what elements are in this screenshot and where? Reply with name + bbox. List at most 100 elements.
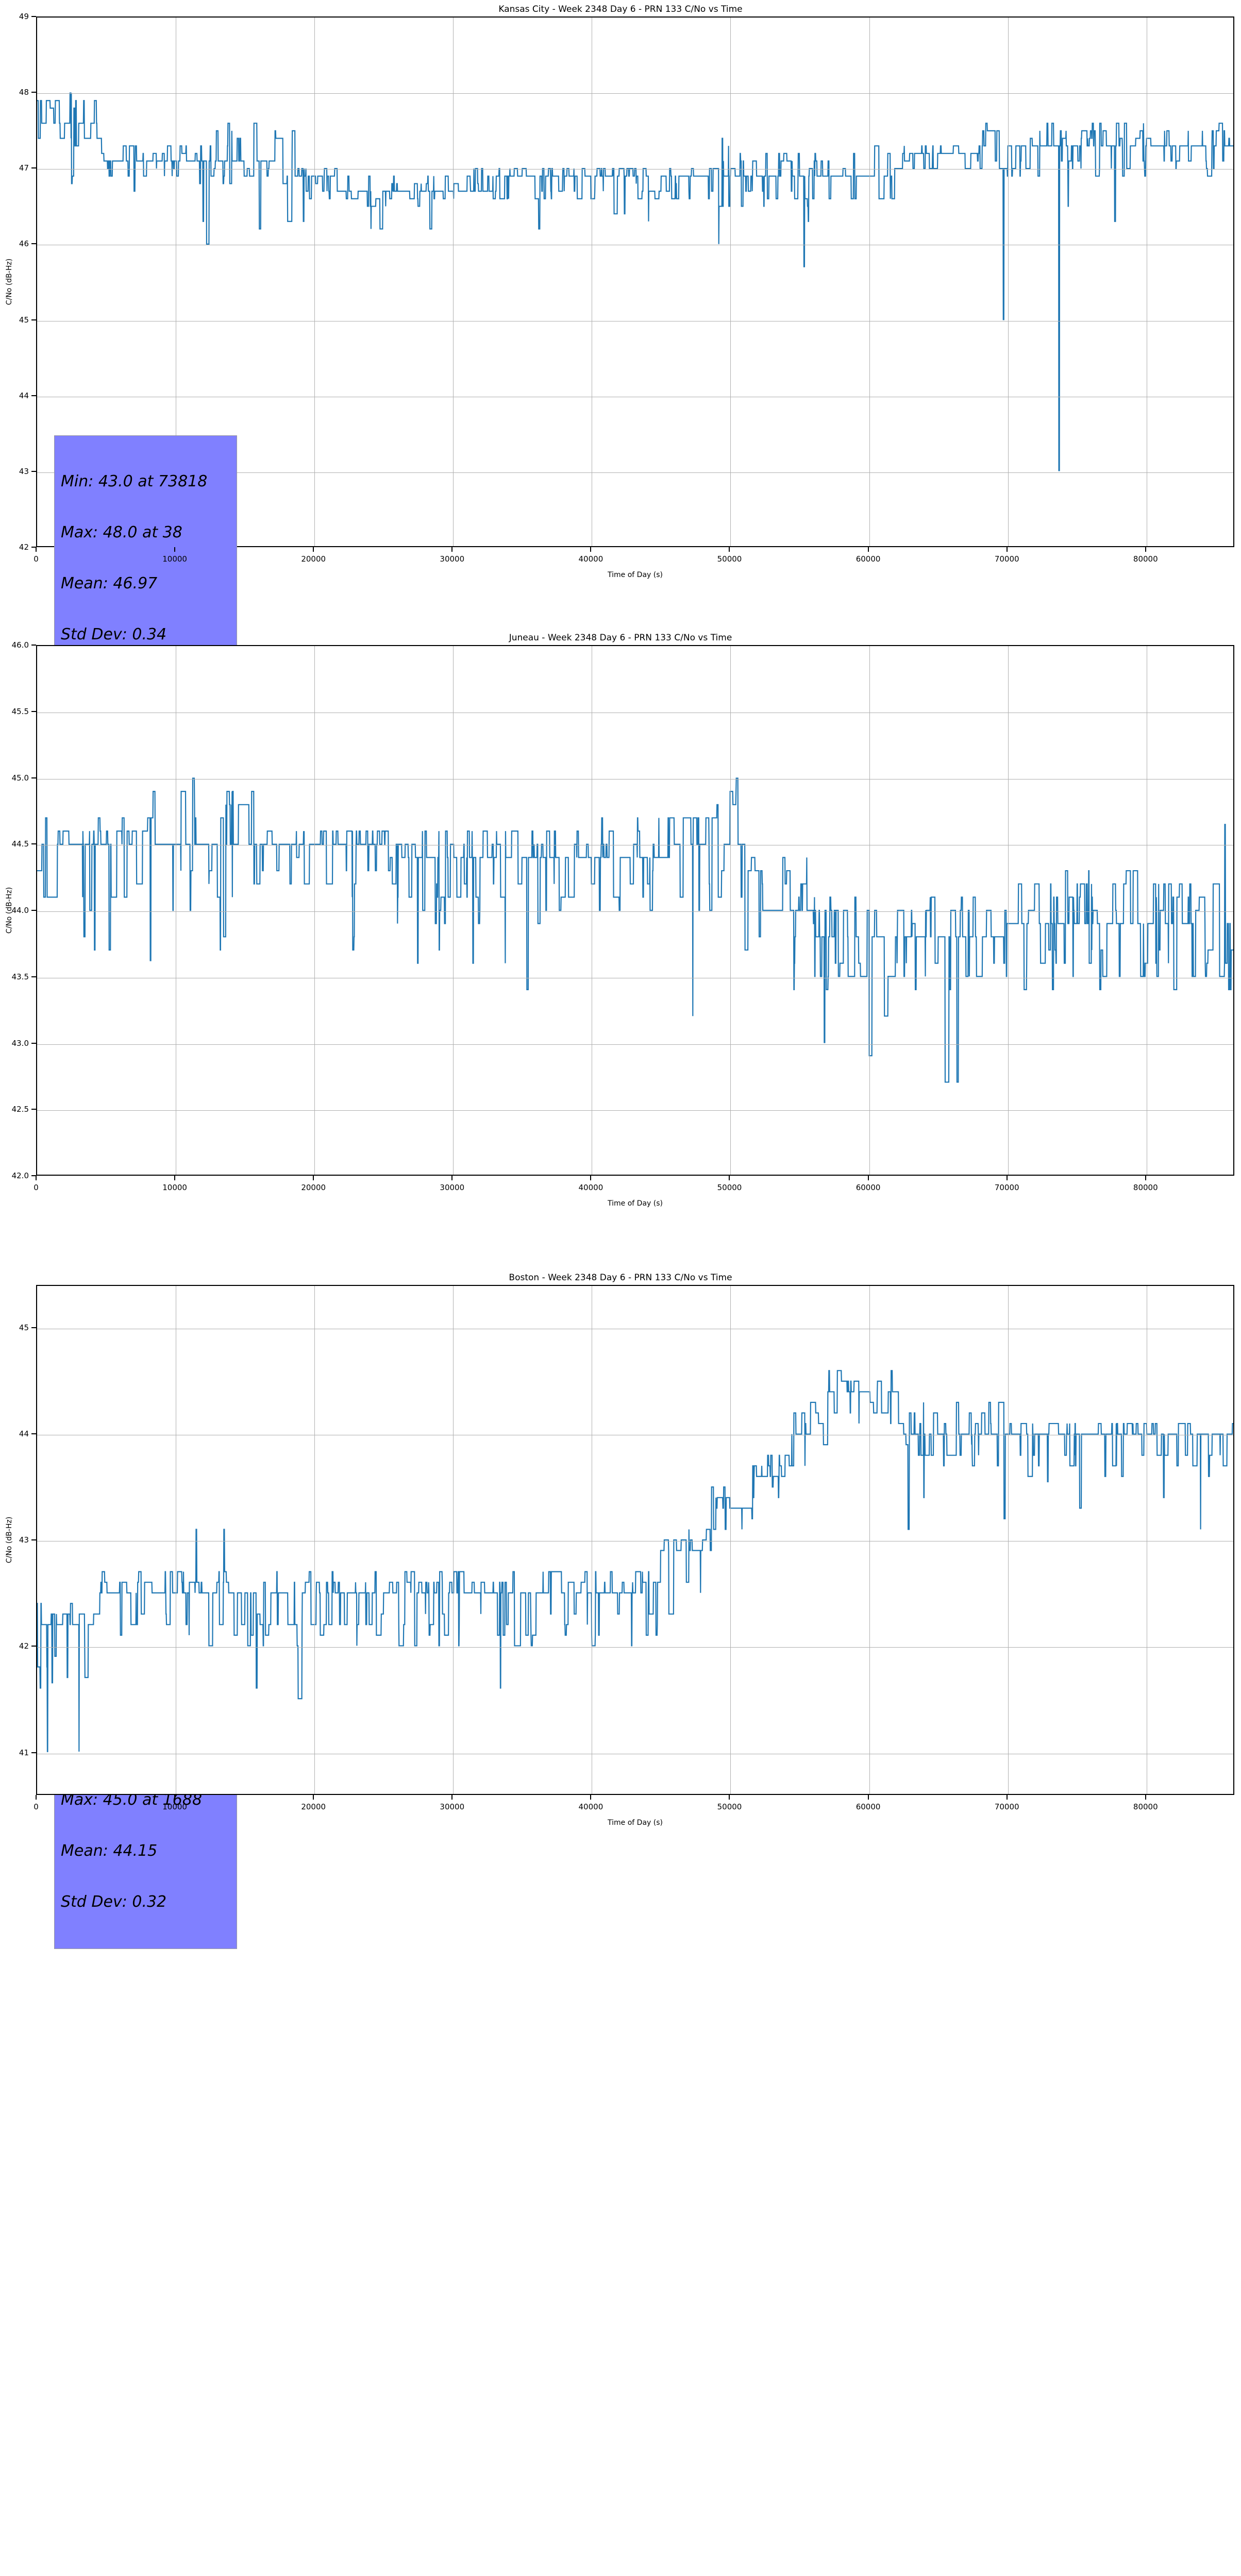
chart-title: Juneau - Week 2348 Day 6 - PRN 133 C/No … (509, 633, 732, 643)
x-axis-tick-mark (729, 1176, 730, 1180)
y-axis-tick-label: 42 (19, 1641, 29, 1651)
y-axis-tick-label: 44.0 (11, 906, 29, 915)
y-axis-tick-mark (31, 1539, 36, 1540)
x-axis-tick-label: 60000 (856, 1183, 881, 1192)
x-axis-tick-label: 0 (33, 554, 39, 564)
gridline-horizontal (37, 1044, 1233, 1045)
x-axis-tick-mark (867, 1176, 869, 1180)
stats-mean: Mean: 44.15 (61, 1842, 158, 1860)
y-axis-tick-mark (31, 1042, 36, 1044)
gridline-horizontal (37, 169, 1233, 170)
y-axis-tick-label: 44 (19, 1429, 29, 1438)
stats-mean: Mean: 46.97 (61, 574, 158, 592)
y-axis-tick-label: 45 (19, 315, 29, 325)
x-axis-tick-mark (1006, 547, 1008, 552)
y-axis-tick-label: 45 (19, 1323, 29, 1332)
stats-max: Max: 48.0 at 38 (61, 523, 182, 541)
gridline-vertical (314, 18, 315, 546)
gridline-vertical (730, 646, 731, 1175)
y-axis-tick-mark (31, 1646, 36, 1647)
x-axis-tick-mark (313, 1795, 314, 1800)
x-axis-tick-mark (1006, 1176, 1008, 1180)
x-axis-tick-mark (174, 1176, 176, 1180)
x-axis-label: Time of Day (s) (608, 1819, 663, 1827)
stats-std: Std Dev: 0.34 (61, 625, 167, 643)
y-axis-tick-mark (31, 976, 36, 977)
gridline-vertical (1008, 18, 1009, 546)
x-axis-tick-mark (729, 547, 730, 552)
x-axis-tick-label: 60000 (856, 554, 881, 564)
x-axis-tick-label: 70000 (994, 1183, 1019, 1192)
x-axis-tick-label: 20000 (301, 1183, 326, 1192)
series-plot (37, 1286, 1233, 1794)
y-axis-tick-mark (31, 1327, 36, 1328)
y-axis-tick-label: 48 (19, 88, 29, 97)
x-axis-tick-label: 0 (33, 1802, 39, 1811)
y-axis-tick-label: 42.0 (11, 1171, 29, 1180)
x-axis-tick-mark (174, 1795, 176, 1800)
x-axis-tick-mark (36, 547, 37, 552)
y-axis-tick-label: 46.0 (11, 640, 29, 650)
y-axis-tick-label: 47 (19, 163, 29, 173)
x-axis-tick-mark (36, 1795, 37, 1800)
x-axis-tick-label: 50000 (717, 1183, 742, 1192)
gridline-horizontal (37, 472, 1233, 473)
y-axis-tick-mark (31, 243, 36, 245)
x-axis-tick-mark (451, 547, 453, 552)
x-axis-tick-label: 40000 (578, 1183, 603, 1192)
x-axis-tick-mark (867, 1795, 869, 1800)
chart-panel-boston: Boston - Week 2348 Day 6 - PRN 133 C/No … (0, 1268, 1241, 1828)
y-axis-tick-label: 43.0 (11, 1038, 29, 1048)
x-axis-tick-label: 10000 (162, 1183, 187, 1192)
x-axis-tick-label: 20000 (301, 554, 326, 564)
y-axis-tick-mark (31, 395, 36, 396)
x-axis-tick-label: 70000 (994, 554, 1019, 564)
y-axis-tick-label: 42 (19, 543, 29, 552)
y-axis-tick-mark (31, 645, 36, 646)
plot-area (36, 1285, 1234, 1795)
gridline-vertical (453, 18, 454, 546)
y-axis-tick-label: 43.5 (11, 972, 29, 981)
y-axis-tick-label: 46 (19, 239, 29, 249)
gridline-horizontal (37, 1110, 1233, 1111)
x-axis-tick-mark (36, 1176, 37, 1180)
y-axis-tick-mark (31, 547, 36, 548)
x-axis-tick-mark (1006, 1795, 1008, 1800)
x-axis-tick-label: 30000 (440, 554, 465, 564)
y-axis-tick-mark (31, 92, 36, 93)
x-axis-tick-label: 80000 (1133, 1802, 1158, 1811)
y-axis-tick-mark (31, 1109, 36, 1110)
y-axis-tick-label: 44.5 (11, 839, 29, 849)
x-axis-tick-label: 80000 (1133, 1183, 1158, 1192)
x-axis-tick-label: 80000 (1133, 554, 1158, 564)
x-axis-tick-label: 0 (33, 1183, 39, 1192)
chart-title: Kansas City - Week 2348 Day 6 - PRN 133 … (498, 4, 743, 14)
x-axis-tick-mark (1145, 547, 1146, 552)
x-axis-tick-mark (590, 1795, 592, 1800)
x-axis-tick-label: 70000 (994, 1802, 1019, 1811)
x-axis-tick-label: 10000 (162, 1802, 187, 1811)
gridline-vertical (730, 18, 731, 546)
x-axis-tick-mark (313, 547, 314, 552)
x-axis-tick-mark (174, 547, 176, 552)
gridline-vertical (453, 1286, 454, 1794)
x-axis-tick-label: 30000 (440, 1183, 465, 1192)
x-axis-tick-label: 30000 (440, 1802, 465, 1811)
y-axis-tick-mark (31, 470, 36, 472)
gridline-vertical (730, 1286, 731, 1794)
gridline-horizontal (37, 1647, 1233, 1648)
y-axis-tick-mark (31, 167, 36, 169)
y-axis-tick-mark (31, 710, 36, 712)
gridline-vertical (314, 646, 315, 1175)
chart-title: Boston - Week 2348 Day 6 - PRN 133 C/No … (509, 1273, 732, 1283)
gridline-horizontal (37, 93, 1233, 94)
x-axis-tick-label: 50000 (717, 554, 742, 564)
y-axis-label: C/No (dB-Hz) (5, 258, 13, 306)
x-axis-tick-mark (729, 1795, 730, 1800)
stats-std: Std Dev: 0.32 (61, 1893, 167, 1911)
x-axis-tick-label: 60000 (856, 1802, 881, 1811)
y-axis-tick-mark (31, 1752, 36, 1753)
data-series-line (37, 93, 1233, 471)
gridline-vertical (1008, 646, 1009, 1175)
gridline-vertical (1008, 1286, 1009, 1794)
